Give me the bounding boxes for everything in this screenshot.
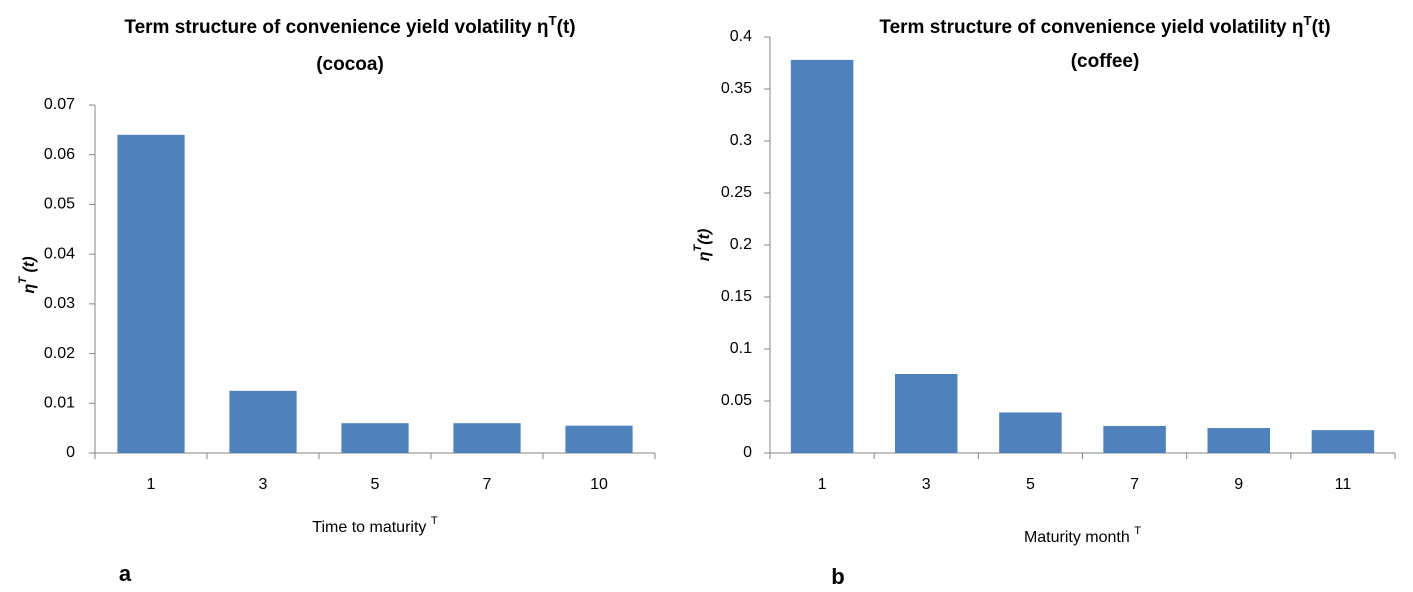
y-axis-title-part: T — [17, 276, 29, 284]
x-tick-label: 5 — [371, 476, 380, 493]
y-tick-label: 0.4 — [730, 28, 752, 45]
y-tick-label: 0.05 — [721, 392, 752, 409]
bar — [229, 390, 297, 453]
panel-label: b — [831, 564, 844, 589]
bar — [1207, 428, 1270, 453]
y-tick-label: 0.03 — [44, 295, 75, 312]
x-tick-label: 3 — [259, 476, 268, 493]
y-axis-title-part: T — [692, 244, 704, 252]
y-axis-title: ηT (t) — [17, 256, 38, 293]
y-tick-label: 0.15 — [721, 288, 752, 305]
y-tick-label: 0.35 — [721, 80, 752, 97]
y-tick-label: 0 — [743, 444, 752, 461]
bar — [341, 423, 409, 453]
x-axis-title: Maturity month T — [1024, 525, 1141, 546]
chart-subtitle: (cocoa) — [316, 54, 384, 75]
chart-title-part: (t) — [557, 17, 576, 38]
y-tick-label: 0.01 — [44, 395, 75, 412]
x-tick-label: 9 — [1234, 476, 1243, 493]
y-axis-title-part: (t) — [21, 256, 38, 276]
y-tick-label: 0.06 — [44, 146, 75, 163]
x-axis-title-part: T — [431, 515, 438, 527]
y-axis-title-part: (t) — [696, 229, 713, 245]
y-tick-label: 0.02 — [44, 345, 75, 362]
y-tick-label: 0.1 — [730, 340, 752, 357]
chart-title: Term structure of convenience yield vola… — [879, 13, 1330, 39]
chart-title-part: T — [549, 13, 557, 28]
x-tick-label: 7 — [1130, 476, 1139, 493]
y-axis-title-part: η — [21, 284, 38, 294]
x-tick-label: 10 — [590, 476, 608, 493]
x-axis-title-part: T — [1134, 525, 1141, 537]
bar — [999, 412, 1062, 453]
x-tick-label: 1 — [818, 476, 827, 493]
chart-title-part: Term structure of convenience yield vola… — [124, 17, 548, 38]
bar — [790, 59, 854, 453]
x-axis-title-part: Maturity month — [1024, 529, 1134, 546]
bar — [1311, 430, 1375, 453]
chart-subtitle: (coffee) — [1071, 51, 1140, 72]
x-tick-label: 3 — [922, 476, 931, 493]
chart-title: Term structure of convenience yield vola… — [124, 13, 575, 39]
chart-title-part: T — [1304, 13, 1312, 28]
y-tick-label: 0 — [66, 444, 75, 461]
y-axis-title-part: η — [696, 251, 713, 261]
chart-title-part: (t) — [1312, 17, 1331, 38]
y-tick-label: 0.3 — [730, 132, 752, 149]
x-tick-label: 11 — [1335, 476, 1352, 493]
y-tick-label: 0.07 — [44, 96, 75, 113]
x-axis-title: Time to maturity T — [312, 515, 438, 536]
bar — [895, 373, 958, 453]
x-tick-label: 1 — [147, 476, 156, 493]
y-tick-label: 0.05 — [44, 196, 75, 213]
chart-title-part: Term structure of convenience yield vola… — [879, 17, 1303, 38]
x-tick-label: 5 — [1026, 476, 1035, 493]
y-axis-title: ηT(t) — [692, 229, 713, 262]
y-tick-label: 0.04 — [44, 245, 75, 262]
bar — [117, 134, 185, 454]
x-tick-label: 7 — [483, 476, 492, 493]
y-tick-label: 0.25 — [721, 184, 752, 201]
bar — [1103, 425, 1166, 453]
y-tick-label: 0.2 — [730, 236, 752, 253]
bar — [565, 425, 633, 453]
panel-label: a — [119, 561, 132, 586]
x-axis-title-part: Time to maturity — [312, 519, 431, 536]
bar — [453, 423, 521, 453]
